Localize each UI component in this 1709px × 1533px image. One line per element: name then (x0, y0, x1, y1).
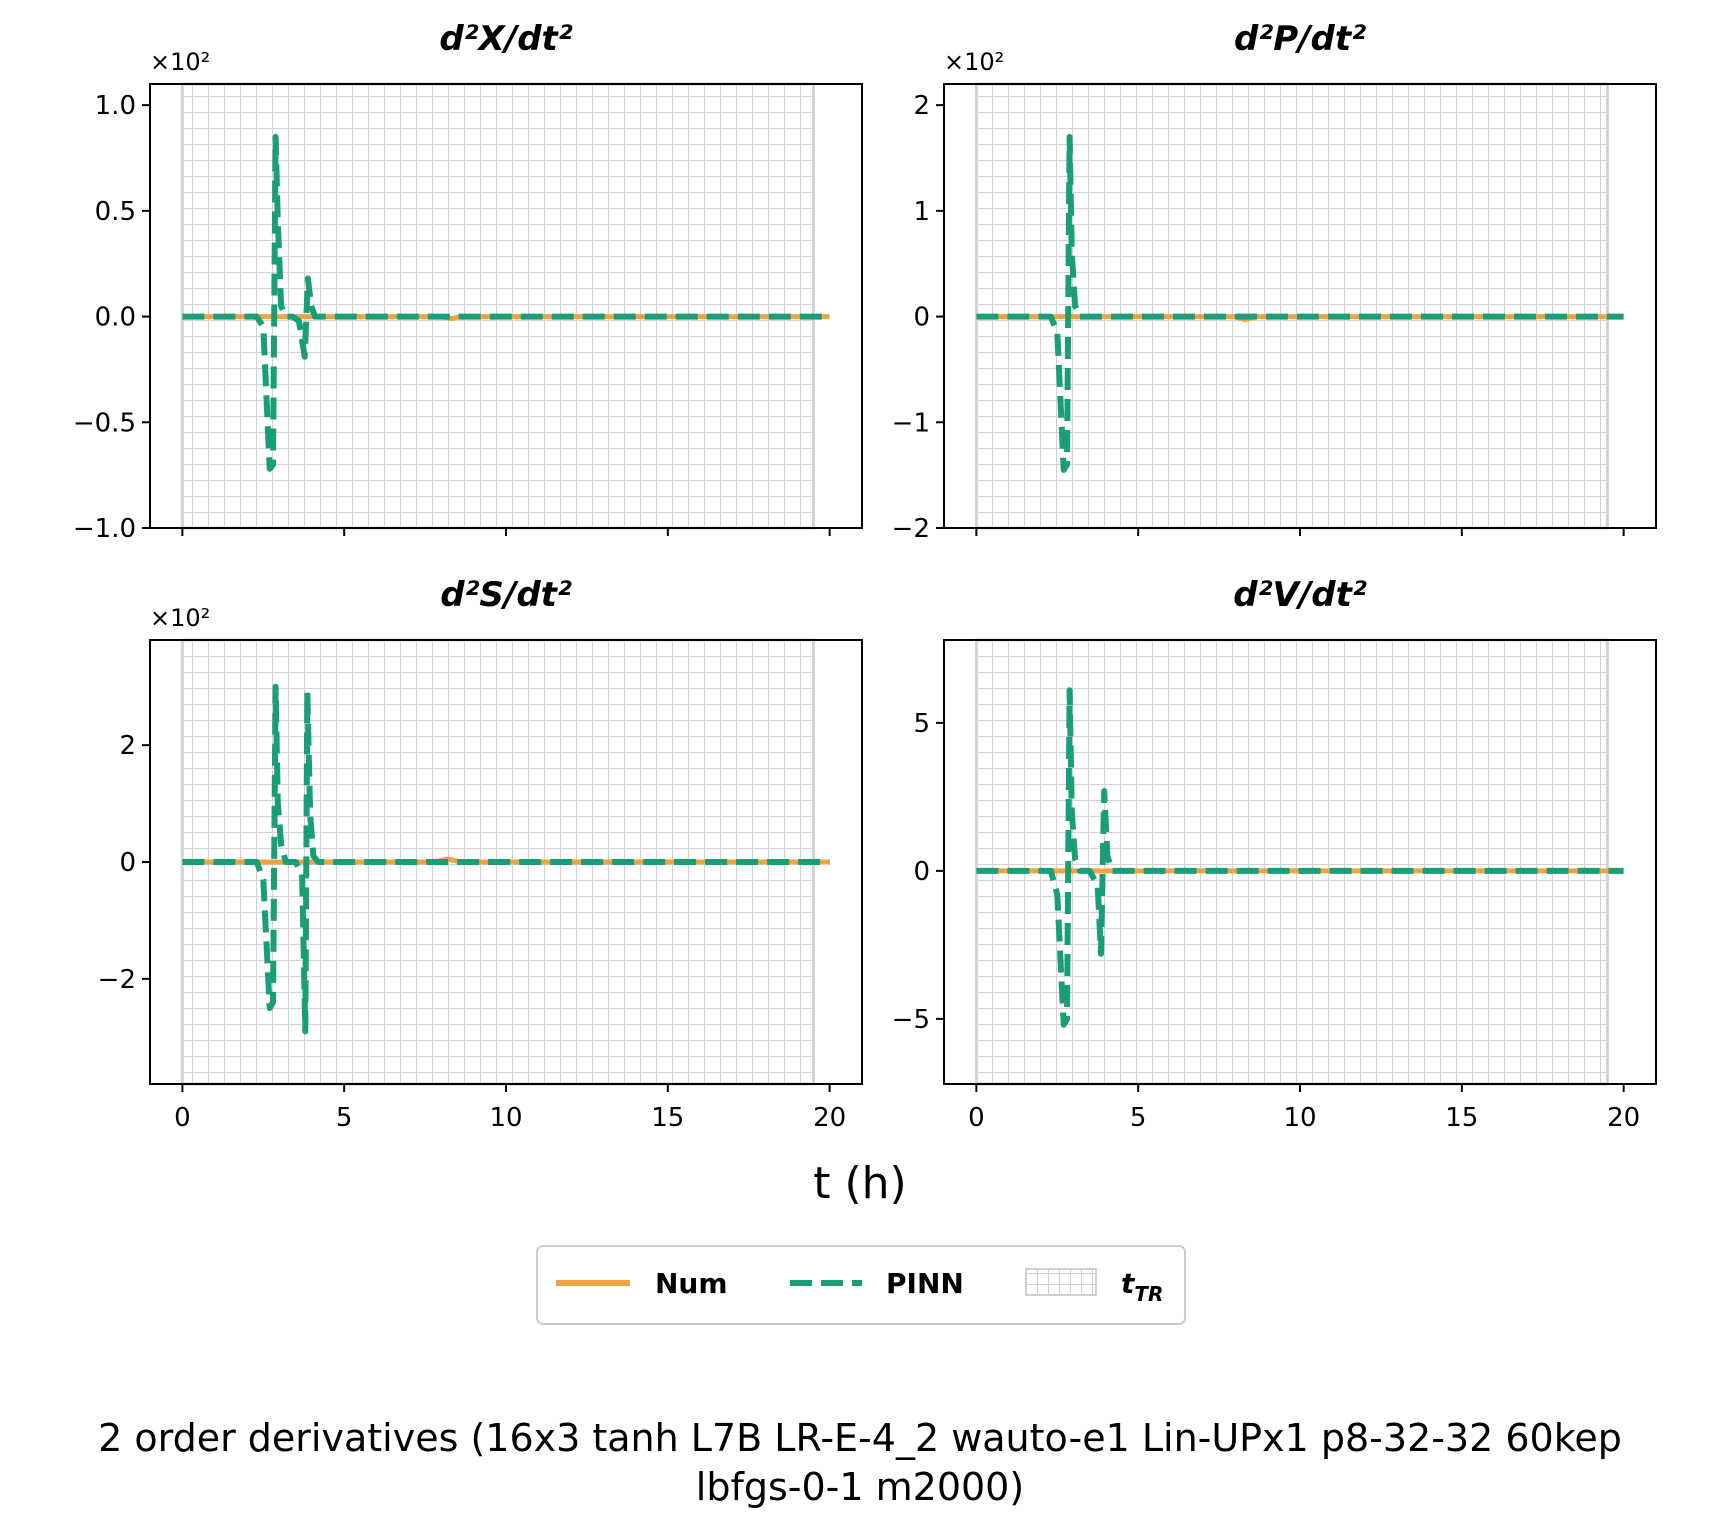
subplot-4: 0 5 10 15 20 −5 0 5 d²V/dt² (892, 575, 1657, 1133)
series-group (976, 687, 1624, 1028)
y-tick-label: −1.0 (73, 514, 136, 544)
y-tick-label: 0 (913, 303, 930, 333)
y-tick-label: 2 (119, 731, 136, 761)
x-tick-label: 20 (1607, 1103, 1640, 1133)
legend-ttr-swatch (1025, 1268, 1097, 1296)
y-tick-label: 0 (913, 857, 930, 887)
axis-multiplier: ×10² (944, 48, 1004, 76)
series-line-pinn (976, 133, 1624, 473)
x-tick-label: 5 (1130, 1103, 1147, 1133)
x-tick-label: 20 (813, 1103, 846, 1133)
series-group (182, 683, 830, 1035)
caption-line-1: 2 order derivatives (16x3 tanh L7B LR-E-… (98, 1416, 1622, 1460)
y-tick-label: −2 (98, 965, 136, 995)
y-tick-label: 1 (913, 197, 930, 227)
x-tick-label: 0 (174, 1103, 191, 1133)
legend-ttr-sub: TR (1134, 1282, 1163, 1306)
subplot-title: d²S/dt² (440, 575, 572, 615)
legend-pinn-label: PINN (886, 1267, 964, 1300)
series-line-pinn (182, 683, 830, 1035)
series-group (182, 133, 830, 472)
y-tick-label: 5 (913, 709, 930, 739)
training-region-hatch (974, 82, 1609, 530)
y-tick-label: −2 (892, 514, 930, 544)
y-tick-label: −0.5 (73, 408, 136, 438)
axis-multiplier: ×10² (150, 48, 210, 76)
training-region-hatch (180, 82, 815, 530)
series-line-pinn (182, 133, 830, 472)
y-tick-label: 1.0 (95, 91, 136, 121)
x-tick-label: 10 (489, 1103, 522, 1133)
axis-multiplier: ×10² (150, 604, 210, 632)
y-tick-label: 0 (119, 848, 136, 878)
subplot-title: d²X/dt² (439, 19, 572, 59)
y-tick-label: 2 (913, 91, 930, 121)
y-tick-label: −5 (892, 1005, 930, 1035)
subplot-1: −1.0 −0.5 0.0 0.5 1.0 d²X/dt² ×10² (73, 19, 863, 544)
legend-ttr-label: tTR (1121, 1267, 1163, 1306)
y-tick-label: 0.0 (95, 303, 136, 333)
subplot-3: 0 5 10 15 20 −2 0 2 d²S/dt² ×10² (98, 575, 863, 1133)
legend-num-label: Num (655, 1267, 728, 1300)
x-tick-label: 5 (336, 1103, 353, 1133)
legend: Num PINN tTR (536, 1245, 1186, 1325)
subplot-2: −2 −1 0 1 2 d²P/dt² ×10² (892, 19, 1657, 544)
subplot-title: d²P/dt² (1234, 19, 1366, 59)
x-tick-label: 15 (1445, 1103, 1478, 1133)
x-tick-label: 10 (1283, 1103, 1316, 1133)
x-tick-label: 0 (968, 1103, 985, 1133)
series-line-pinn (976, 687, 1624, 1028)
training-region-hatch (974, 638, 1609, 1086)
caption-line-2: lbfgs-0-1 m2000) (696, 1465, 1024, 1509)
y-tick-label: 0.5 (95, 197, 136, 227)
subplot-grid: −1.0 −0.5 0.0 0.5 1.0 d²X/dt² ×10² −2 −1 0 1 2 d²P/d… (73, 19, 1657, 1133)
subplot-title: d²V/dt² (1233, 575, 1367, 615)
x-axis-label: t (h) (813, 1158, 906, 1209)
series-group (976, 133, 1624, 473)
y-tick-label: −1 (892, 408, 930, 438)
legend-ttr-main: t (1121, 1267, 1136, 1300)
x-tick-label: 15 (651, 1103, 684, 1133)
